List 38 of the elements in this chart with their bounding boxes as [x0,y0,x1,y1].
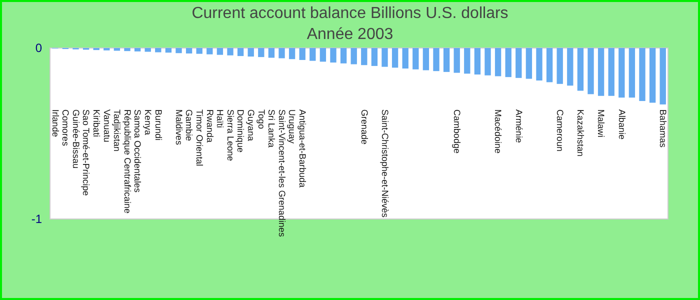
x-tick-label: Sri Lanka [266,109,277,148]
x-tick-label: Rwanda [204,109,215,142]
x-tick-label: Guinée-Bissau [70,109,81,168]
y-tick-label: -1 [31,212,42,226]
x-tick-label: Cambodge [452,109,462,154]
x-tick-label: Tadjikistan [112,109,122,152]
x-tick-label: Haïti [215,109,226,128]
x-tick-label: Cameroun [554,109,565,152]
x-tick-label: Albanie [616,109,627,140]
x-tick-label: Guyana [246,109,256,141]
x-tick-label: Vanuatu [102,109,112,142]
chart-subtitle: Année 2003 [306,26,394,43]
x-tick-label: Saint-Vincent-et-les Grenadines [276,109,287,238]
x-tick-label: Antigua-et-Barbuda [297,109,308,188]
x-tick-label: Maldives [174,109,184,146]
x-tick-label: Grenade [359,109,370,144]
chart-title: Current account balance Billions U.S. dollars [192,5,508,22]
x-tick-label: Macédoine [493,109,504,154]
x-tick-label: Kazakhstan [576,109,586,156]
x-tick-label: Arménie [514,109,524,143]
x-tick-label: Uruguay [287,109,298,144]
x-tick-label: Malawi [596,109,606,138]
x-tick-label: Sao Tomé-et-Principe [81,109,92,196]
x-tick-label: Sierra Leone [225,109,236,161]
x-tick-label: Kenya [142,109,153,135]
x-tick-label: Saint-Christophe-et-Niévès [380,109,390,218]
x-tick-label: République Centrafricaine [122,109,132,214]
x-tick-label: Kiribati [91,109,102,137]
x-tick-label: Dominique [236,109,246,152]
x-tick-label: Burundi [153,109,164,140]
x-tick-label: Timor Oriental [194,109,204,166]
x-tick-label: Togo [256,109,266,129]
x-tick-label: Bahamas [658,109,668,148]
x-tick-label: Comores [60,109,71,146]
x-tick-label: Gambie [184,109,194,141]
x-tick-label: Irlande [50,109,60,137]
x-tick-label: Samoa Occidentales [132,109,143,193]
y-tick-label: 0 [35,40,42,55]
